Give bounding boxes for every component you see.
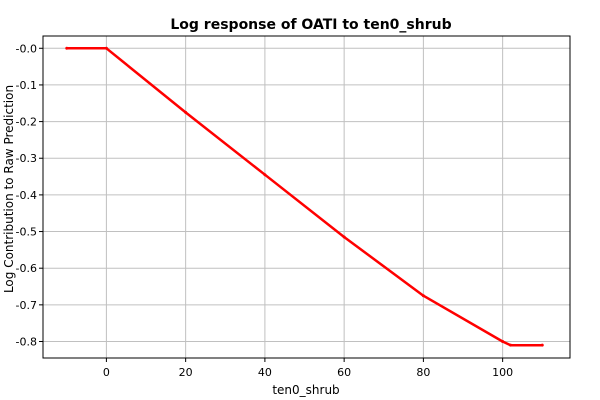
y-tick-label: -0.4 [16, 189, 37, 202]
y-tick-label: -0.0 [16, 42, 37, 55]
data-point [104, 46, 108, 50]
y-tick-label: -0.7 [16, 299, 37, 312]
data-point [184, 110, 188, 114]
x-tick-label: 60 [337, 366, 351, 379]
grid [43, 36, 570, 358]
x-tick-label: 80 [416, 366, 430, 379]
x-tick-label: 40 [258, 366, 272, 379]
series-layer [65, 46, 544, 347]
data-point [263, 173, 267, 177]
chart-title: Log response of OATI to ten0_shrub [170, 17, 451, 33]
x-axis-label: ten0_shrub [272, 383, 339, 397]
y-tick-label: -0.5 [16, 226, 37, 239]
data-point [501, 340, 505, 344]
x-tick-label: 100 [492, 366, 513, 379]
data-point [65, 46, 69, 50]
data-point [540, 343, 544, 347]
data-point [509, 343, 513, 347]
data-point [421, 294, 425, 298]
y-tick-label: -0.3 [16, 152, 37, 165]
ticks: 0 20 40 60 80 100 -0.0 -0.1 -0.2 -0.3 -0.4 -0.5 -0.6… [16, 42, 514, 379]
x-tick-label: 20 [179, 366, 193, 379]
y-tick-label: -0.2 [16, 116, 37, 129]
y-tick-label: -0.1 [16, 79, 37, 92]
x-tick-label: 0 [103, 366, 110, 379]
y-axis-label: Log Contribution to Raw Prediction [2, 85, 16, 293]
y-tick-label: -0.6 [16, 262, 37, 275]
data-point [342, 235, 346, 239]
y-tick-label: -0.8 [16, 336, 37, 349]
plot-frame [42, 35, 571, 359]
series-line [66, 47, 543, 347]
